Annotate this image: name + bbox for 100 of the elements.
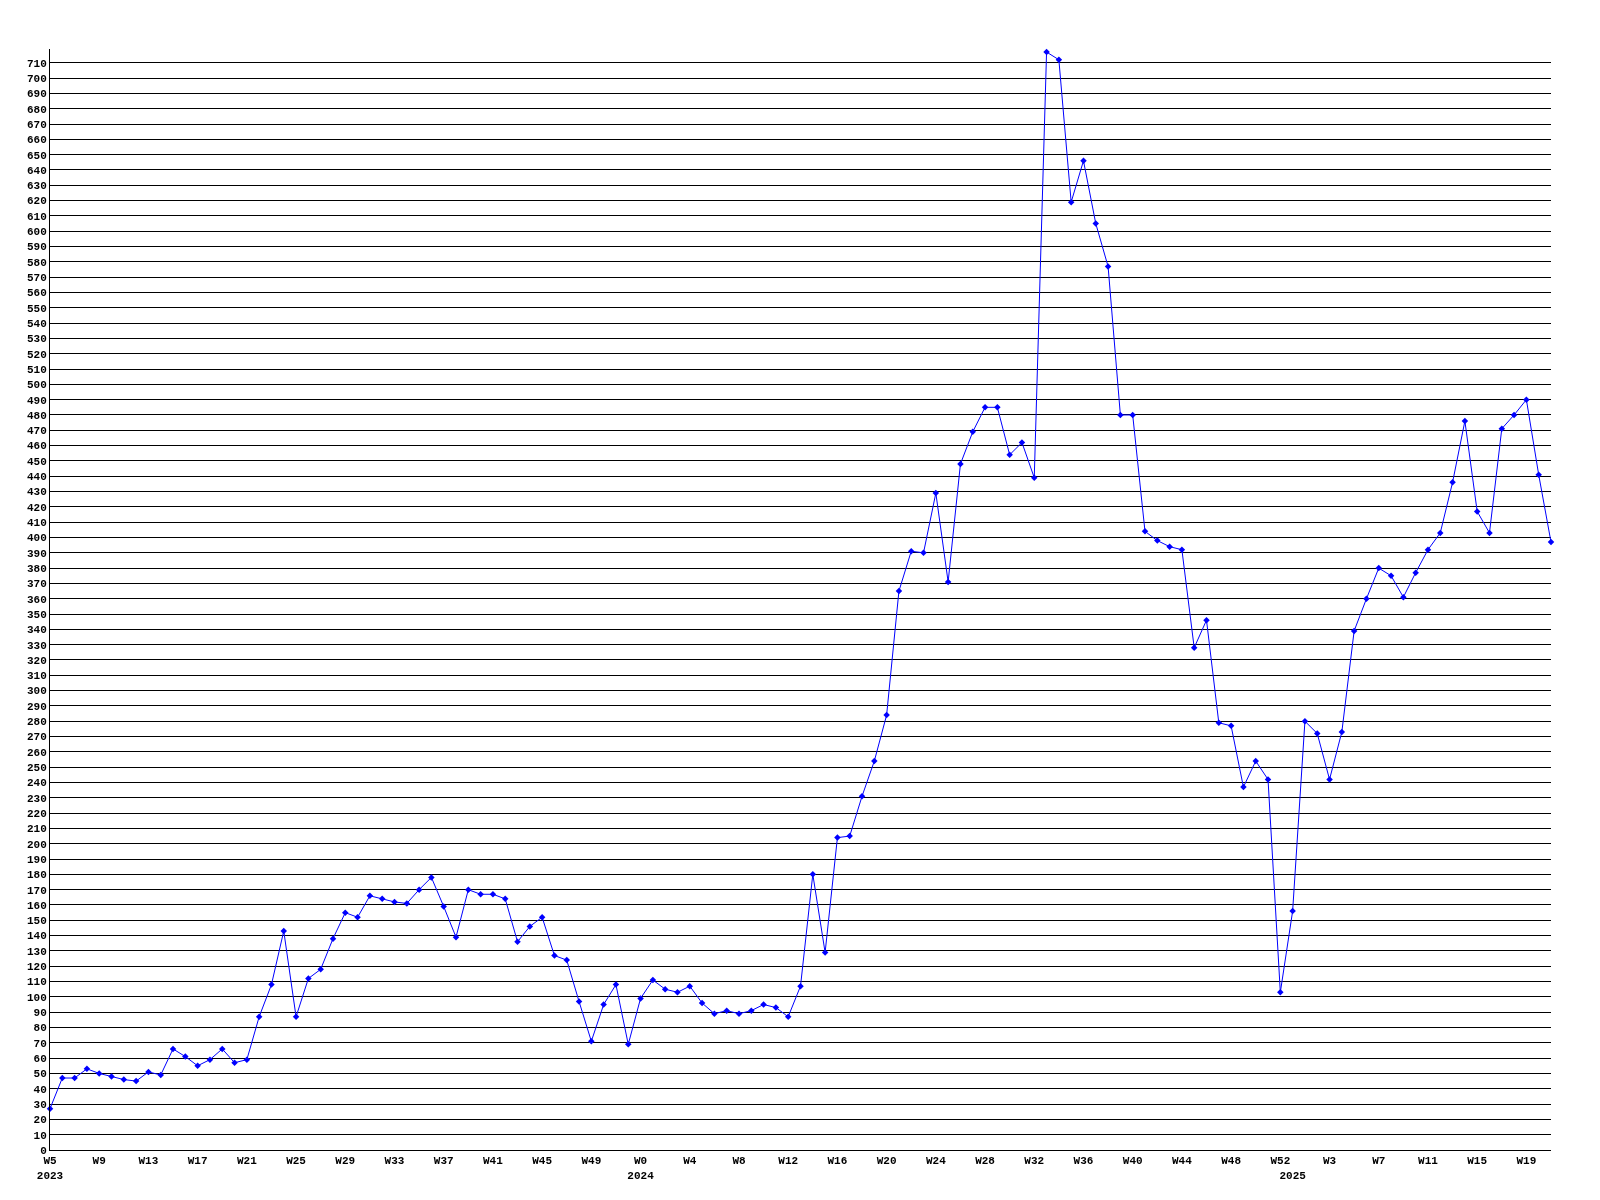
y-tick-label: 610	[26, 210, 47, 223]
y-tick-label: 560	[26, 287, 47, 300]
x-tick-label: W3	[1322, 1155, 1337, 1168]
y-tick-label: 20	[33, 1114, 47, 1127]
y-tick-label: 410	[26, 517, 47, 530]
y-tick-label: 10	[33, 1129, 47, 1142]
y-tick-label: 670	[26, 118, 47, 131]
y-tick-label: 440	[26, 471, 47, 484]
x-tick-label: W45	[532, 1155, 553, 1168]
y-tick-label: 530	[26, 333, 47, 346]
y-tick-label: 520	[26, 348, 47, 361]
y-tick-label: 210	[26, 823, 47, 836]
y-tick-label: 250	[26, 762, 47, 775]
x-tick-label: W4	[683, 1155, 697, 1168]
x-tick-label: W40	[1122, 1155, 1143, 1168]
y-tick-label: 280	[26, 716, 47, 729]
y-tick-label: 470	[26, 425, 47, 438]
y-tick-label: 340	[26, 624, 47, 637]
y-tick-label: 40	[33, 1083, 47, 1096]
y-tick-label: 310	[26, 670, 47, 683]
y-tick-label: 650	[26, 149, 47, 162]
x-tick-label: W20	[876, 1155, 897, 1168]
x-tick-label: W13	[138, 1155, 159, 1168]
y-tick-label: 710	[26, 57, 47, 70]
y-tick-label: 460	[26, 440, 47, 453]
x-tick-label: W19	[1516, 1155, 1537, 1168]
y-tick-label: 360	[26, 593, 47, 606]
y-tick-label: 110	[26, 976, 47, 989]
y-tick-label: 450	[26, 455, 47, 468]
y-tick-label: 80	[33, 1022, 47, 1035]
x-tick-label: W41	[483, 1155, 504, 1168]
x-tick-label: W49	[581, 1155, 602, 1168]
x-tick-label: W36	[1073, 1155, 1094, 1168]
y-tick-label: 330	[26, 639, 47, 652]
y-tick-label: 600	[26, 226, 47, 239]
y-tick-label: 140	[26, 930, 47, 943]
x-tick-label: W0 2024	[627, 1155, 655, 1182]
y-tick-label: 690	[26, 88, 47, 101]
y-tick-label: 270	[26, 731, 47, 744]
y-tick-label: 30	[33, 1098, 47, 1111]
x-tick-label: W48	[1221, 1155, 1242, 1168]
y-tick-label: 90	[33, 1007, 47, 1020]
y-tick-label: 60	[33, 1052, 47, 1065]
x-tick-label: W8	[732, 1155, 746, 1168]
y-tick-label: 500	[26, 379, 47, 392]
x-tick-label: W15	[1467, 1155, 1488, 1168]
y-tick-label: 660	[26, 134, 47, 147]
x-tick-label: W21	[236, 1155, 258, 1168]
y-tick-label: 570	[26, 272, 47, 285]
y-tick-label: 170	[26, 884, 47, 897]
x-tick-label: W32	[1024, 1155, 1045, 1168]
x-tick-label: W12	[778, 1155, 799, 1168]
x-tick-label: W33	[384, 1155, 405, 1168]
y-tick-label: 370	[26, 578, 47, 591]
x-tick-label: W29	[335, 1155, 356, 1168]
x-tick-label: W9	[92, 1155, 106, 1168]
y-tick-label: 580	[26, 256, 47, 269]
y-tick-label: 230	[26, 792, 47, 805]
y-tick-label: 380	[26, 562, 47, 575]
x-tick-label: W24	[925, 1155, 947, 1168]
y-tick-label: 630	[26, 180, 47, 193]
y-tick-label: 400	[26, 532, 47, 545]
x-tick-label: W25	[286, 1155, 307, 1168]
y-tick-label: 390	[26, 547, 47, 560]
y-tick-label: 300	[26, 685, 47, 698]
y-tick-label: 240	[26, 777, 47, 790]
y-tick-label: 180	[26, 869, 47, 882]
y-tick-label: 130	[26, 945, 47, 958]
x-tick-label: W16	[827, 1155, 848, 1168]
y-tick-label: 120	[26, 961, 47, 974]
y-tick-label: 200	[26, 838, 47, 851]
y-tick-label: 550	[26, 302, 47, 315]
y-tick-label: 0	[40, 1144, 47, 1157]
y-tick-label: 490	[26, 394, 47, 407]
y-tick-label: 190	[26, 853, 47, 866]
x-tick-label: W5 2023	[36, 1155, 64, 1182]
x-tick-label: W52	[1270, 1155, 1291, 1168]
y-tick-label: 540	[26, 317, 47, 330]
y-tick-label: 700	[26, 72, 47, 85]
y-tick-label: 150	[26, 915, 47, 928]
y-tick-label: 160	[26, 899, 47, 912]
y-tick-label: 50	[33, 1068, 47, 1081]
y-tick-label: 680	[26, 103, 47, 116]
x-tick-label: W28	[975, 1155, 996, 1168]
y-tick-label: 620	[26, 195, 47, 208]
y-tick-label: 480	[26, 409, 47, 422]
y-tick-label: 260	[26, 746, 47, 759]
y-tick-label: 100	[26, 991, 47, 1004]
y-tick-label: 320	[26, 654, 47, 667]
x-tick-label: W17	[187, 1155, 208, 1168]
y-tick-label: 350	[26, 608, 47, 621]
x-tick-label: W7	[1372, 1155, 1386, 1168]
x-tick-label: W11	[1418, 1155, 1439, 1168]
y-tick-label: 590	[26, 241, 47, 254]
y-tick-label: 640	[26, 164, 47, 177]
y-tick-label: 510	[26, 363, 47, 376]
x-tick-label: W37	[433, 1155, 454, 1168]
y-tick-label: 220	[26, 807, 47, 820]
x-tick-label: 2025	[1279, 1169, 1307, 1182]
y-tick-label: 290	[26, 700, 47, 713]
